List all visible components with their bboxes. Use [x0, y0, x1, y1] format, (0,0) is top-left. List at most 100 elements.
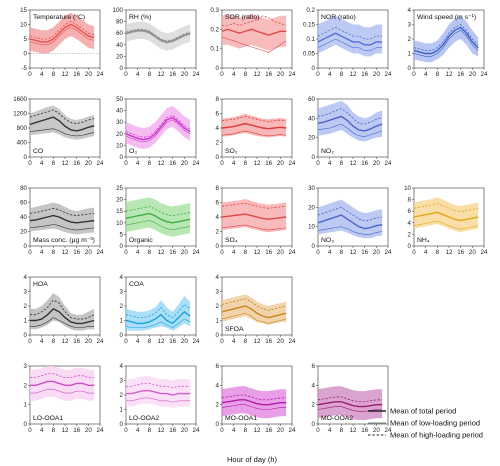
- panel-label: RH (%): [129, 14, 151, 21]
- y-tick-label: 0.15: [303, 22, 316, 29]
- x-tick-label: 24: [289, 249, 296, 256]
- series-high-loading: [125, 28, 191, 42]
- series-high-loading: [29, 207, 95, 216]
- series-low-loading: [125, 220, 191, 231]
- y-tick-label: 30: [116, 119, 123, 126]
- x-tick-label: 16: [169, 427, 176, 434]
- y-tick-label: 4: [120, 274, 124, 281]
- y-tick-label: 10: [20, 22, 27, 29]
- y-tick-label: 1200: [13, 111, 27, 118]
- panel-label: SFOA: [225, 326, 244, 333]
- x-tick-label: 16: [457, 71, 464, 78]
- x-tick-label: 12: [62, 249, 69, 256]
- x-tick-label: 16: [361, 249, 368, 256]
- variability-band: [30, 292, 95, 331]
- y-tick-label: 100: [113, 7, 124, 14]
- panel-label: Mass conc. (μg m⁻³): [33, 237, 95, 244]
- x-tick-label: 8: [52, 427, 56, 434]
- y-tick-label: 1: [120, 318, 124, 325]
- x-tick-label: 8: [148, 427, 152, 434]
- x-tick-label: 8: [148, 160, 152, 167]
- x-tick-label: 12: [158, 427, 165, 434]
- series-total-mean: [221, 399, 287, 406]
- x-tick-label: 16: [265, 160, 272, 167]
- y-tick-label: 0: [120, 243, 124, 250]
- x-tick-label: 8: [148, 249, 152, 256]
- x-tick-label: 4: [232, 160, 236, 167]
- x-tick-label: 8: [436, 71, 440, 78]
- x-tick-label: 24: [193, 338, 200, 345]
- y-tick-label: 4: [216, 214, 220, 221]
- series-low-loading: [125, 318, 191, 329]
- series-low-loading: [126, 397, 191, 403]
- y-tick-label: 40: [116, 42, 123, 49]
- series-total-mean: [221, 213, 287, 220]
- x-tick-label: 16: [169, 160, 176, 167]
- y-tick-label: 10: [116, 142, 123, 149]
- legend-label-high: Mean of high-loading period: [390, 431, 483, 440]
- y-tick-label: 2: [216, 402, 220, 409]
- y-tick-label: 0: [216, 65, 220, 72]
- x-tick-label: 16: [265, 249, 272, 256]
- y-tick-label: 40: [308, 115, 315, 122]
- series-total-mean: [221, 122, 287, 130]
- y-tick-label: 6: [216, 111, 220, 118]
- y-tick-label: 3: [408, 22, 412, 29]
- y-tick-label: 0: [120, 65, 124, 72]
- x-tick-label: 20: [373, 427, 380, 434]
- x-tick-label: 24: [385, 427, 392, 434]
- x-tick-label: 4: [328, 71, 332, 78]
- x-tick-label: 12: [62, 338, 69, 345]
- y-tick-label: 4: [408, 220, 412, 227]
- panel-label: COA: [129, 281, 144, 288]
- x-tick-label: 0: [28, 249, 32, 256]
- x-tick-label: 24: [289, 338, 296, 345]
- x-tick-label: 12: [350, 71, 357, 78]
- y-tick-label: 3: [24, 289, 28, 296]
- x-tick-label: 16: [265, 71, 272, 78]
- x-tick-label: 12: [62, 160, 69, 167]
- panel-label: O₃: [129, 148, 137, 155]
- series-total-mean: [29, 116, 95, 132]
- y-tick-label: 2: [312, 402, 316, 409]
- series-low-loading: [125, 31, 191, 44]
- legend-label-total: Mean of total period: [390, 407, 456, 416]
- y-tick-label: 4: [216, 125, 220, 132]
- x-tick-label: 0: [28, 427, 32, 434]
- x-tick-label: 12: [62, 427, 69, 434]
- y-tick-label: 60: [116, 30, 123, 37]
- y-tick-label: 0: [24, 243, 28, 250]
- x-tick-label: 0: [124, 71, 128, 78]
- panel-label: SO₄: [225, 237, 238, 244]
- panel-label: CO: [33, 148, 43, 155]
- y-tick-label: 5: [24, 36, 28, 43]
- x-tick-label: 8: [52, 71, 56, 78]
- series-high-loading: [221, 202, 287, 209]
- panel-no: 0 10 20 30 0 4 8 12 16 20 24 NO₃: [308, 185, 392, 256]
- x-tick-label: 0: [124, 427, 128, 434]
- panel-sor-ratio: 0 0.1 0.2 0.3 0 4 8 12 16 20 24 SOR (ratio): [210, 7, 296, 78]
- x-tick-label: 20: [85, 160, 92, 167]
- series-total-mean: [125, 310, 191, 325]
- x-tick-label: 12: [158, 160, 165, 167]
- x-tick-label: 20: [373, 71, 380, 78]
- series-low-loading: [29, 223, 95, 231]
- x-tick-label: 24: [193, 71, 200, 78]
- series-low-loading: [221, 36, 287, 53]
- x-tick-label: 4: [136, 160, 140, 167]
- x-tick-label: 24: [193, 160, 200, 167]
- variability-band: [222, 198, 287, 233]
- y-tick-label: 8: [408, 197, 412, 204]
- series-total-mean: [29, 23, 95, 43]
- x-tick-label: 4: [232, 427, 236, 434]
- series-low-loading: [221, 130, 287, 137]
- y-tick-label: 5: [120, 231, 124, 238]
- y-tick-label: 0: [312, 65, 316, 72]
- x-tick-label: 12: [350, 427, 357, 434]
